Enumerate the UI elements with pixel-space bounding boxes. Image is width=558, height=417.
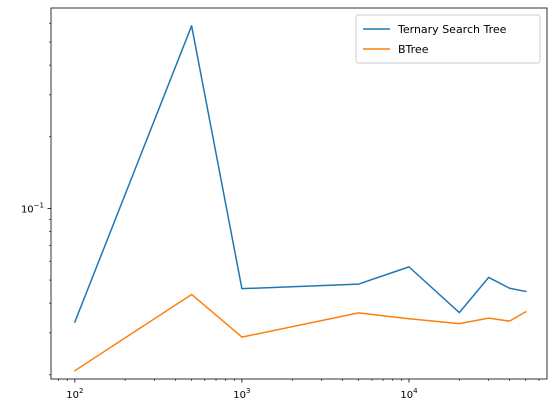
- legend-box: [355, 14, 541, 64]
- series-line-1: [73, 293, 527, 372]
- y-tick-label-0: 10−1: [21, 201, 44, 215]
- series-line-0: [73, 25, 527, 324]
- plot-area: [51, 8, 547, 379]
- plot-frame: [50, 7, 548, 380]
- x-tick-label-0: 102: [66, 387, 83, 401]
- tick-layer: 102 103 104 10−1: [21, 22, 540, 401]
- x-tick-label-2: 104: [400, 387, 418, 401]
- legend-label-0: Ternary Search Tree: [397, 23, 507, 36]
- series-layer: [73, 25, 527, 372]
- legend: Ternary Search Tree BTree: [355, 14, 541, 64]
- legend-label-1: BTree: [398, 43, 429, 56]
- x-tick-label-1: 103: [233, 387, 250, 401]
